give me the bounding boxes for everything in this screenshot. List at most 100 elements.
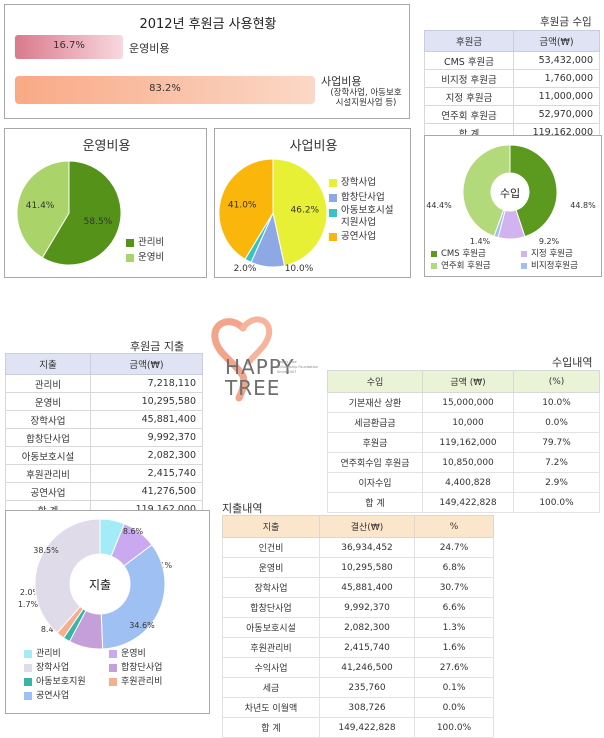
usage-title: 2012년 후원금 사용현황 <box>139 17 277 32</box>
legend-label: 장학사업 <box>341 177 376 188</box>
donut-hole <box>491 173 529 211</box>
table-cell: 45,881,400 <box>319 577 415 598</box>
expense-donut-panel: 6.1%8.6%34.6%8.4%1.7%2.0%38.5%지출 관리비 운영비… <box>5 510 210 714</box>
project-pie-chart: 46.2% 10.0% 2.0% 41.0% <box>218 158 328 274</box>
slice-value-label: 8.4% <box>41 625 62 634</box>
table-row: 연주회 후원금 52,970,000 <box>424 105 600 124</box>
pie-slice <box>218 158 274 260</box>
legend-item: CMS 후원금 <box>431 248 521 260</box>
expense-detail-col-header: % <box>414 515 494 538</box>
legend-item: 장학사업 <box>24 661 109 675</box>
legend-item: 합창단사업 <box>109 661 162 675</box>
expense-detail-col-header: 지출 <box>222 515 320 538</box>
income-col-header: 금액(₩) <box>513 30 600 52</box>
table-cell: 11,000,000 <box>513 87 600 106</box>
slice-value-label: 2.0% <box>20 588 41 597</box>
slice-value-label: 9.2% <box>539 237 560 246</box>
expense-col-header: 지출 <box>5 353 91 375</box>
income-donut-panel: 44.8% 9.2% 1.4% 44.4% 수입 CMS 후원금 지정 후원금 연주회 … <box>424 135 602 277</box>
donut-center-label: 지출 <box>89 578 111 592</box>
table-cell: 308,726 <box>319 697 415 718</box>
legend-label: CMS 후원금 <box>441 249 486 259</box>
table-cell: 119,162,000 <box>422 432 514 453</box>
table-cell: 15,000,000 <box>422 392 514 413</box>
legend-label: 운영비 <box>138 252 165 263</box>
table-row: 운영비 10,295,580 6.8% <box>222 557 494 578</box>
table-cell: CMS 후원금 <box>424 51 514 70</box>
legend-label: 관리비 <box>138 237 165 248</box>
slice-value-label: 10.0% <box>285 264 314 274</box>
table-cell: 10,000 <box>422 412 514 433</box>
table-cell: 운영비 <box>5 392 91 411</box>
operating-pie-chart: 58.5% 41.4% <box>16 160 122 266</box>
project-bar-label: 사업비용 <box>321 75 362 88</box>
logo-text: HAPPY <box>225 355 295 379</box>
legend-item: 운영비 <box>109 647 146 661</box>
pie-slice <box>41 160 122 266</box>
revenue-detail-table: 수입 금액 (₩) (%) 기본재산 상환 15,000,000 10.0% 세금환급… <box>327 370 600 513</box>
table-cell: 장학사업 <box>222 577 320 598</box>
table-cell: 합 계 <box>327 492 423 513</box>
slice-value-label: 44.8% <box>570 201 596 210</box>
legend-label: 합창단사업 <box>341 192 385 203</box>
legend-item: 비지정후원금 <box>521 260 578 272</box>
legend-row: 아동보호지원 후원관리비 <box>24 675 210 689</box>
legend-label: 지정 후원금 <box>531 249 573 259</box>
table-row: 지정 후원금 11,000,000 <box>424 87 600 106</box>
income-table-title: 후원금 수입 <box>540 16 592 28</box>
legend-label: 운영비 <box>121 649 146 659</box>
table-row: 연주회수입 후원금 10,850,000 7.2% <box>327 452 600 473</box>
logo-text: TREE <box>224 376 280 400</box>
legend-row: 연주회 후원금 비지정후원금 <box>431 260 601 272</box>
expense-detail-table: 지출 결산(₩) % 인건비 36,934,452 24.7% 운영비 10,295,5… <box>222 515 494 738</box>
operating-pie-panel: 운영비용 58.5% 41.4% 관리비 운영비 <box>4 128 207 278</box>
legend-label: 아동보호지원 <box>36 677 86 687</box>
table-cell: 아동보호시설 <box>5 446 91 465</box>
table-row: 장학사업 45,881,400 30.7% <box>222 577 494 598</box>
legend-item: 연주회 후원금 <box>431 260 521 272</box>
slice-value-label: 34.6% <box>129 621 155 630</box>
table-row: 운영비 10,295,580 <box>5 392 203 411</box>
income-donut-chart: 44.8% 9.2% 1.4% 44.4% 수입 <box>426 144 596 246</box>
project-pie-legend: 장학사업 합창단사업 아동보호시설 지원사업 공연사업 <box>329 175 393 244</box>
table-cell: 장학사업 <box>5 410 91 429</box>
table-cell: 9,992,370 <box>90 428 203 447</box>
table-cell: 0.0% <box>513 412 600 433</box>
pie-slice <box>272 158 328 267</box>
table-row: 비지정 후원금 1,760,000 <box>424 69 600 88</box>
legend-label: 후원관리비 <box>121 677 163 687</box>
table-cell: 관리비 <box>5 374 91 393</box>
expense-table-title: 후원금 지출 <box>130 340 185 353</box>
table-cell: 24.7% <box>414 537 494 558</box>
pie-slice <box>16 160 70 259</box>
project-pie-panel: 사업비용 46.2% 10.0% 2.0% 41.0% 장학사업 합창단사업 아동보호… <box>214 128 411 278</box>
legend-label: 비지정후원금 <box>531 261 578 271</box>
slice-value-label: 58.5% <box>84 217 113 227</box>
table-cell: 인건비 <box>222 537 320 558</box>
legend-item: 지정 후원금 <box>521 248 573 260</box>
income-col-header: 후원금 <box>424 30 514 52</box>
table-cell: 2,082,300 <box>319 617 415 638</box>
table-cell: 1.6% <box>414 637 494 658</box>
table-cell: 합창단사업 <box>5 428 91 447</box>
legend-label: 공연사업 <box>36 691 70 701</box>
table-cell: 비지정 후원금 <box>424 69 514 88</box>
revenue-col-header: 수입 <box>327 370 423 393</box>
slice-value-label: 38.5% <box>33 546 59 555</box>
legend-item: 장학사업 <box>329 175 393 190</box>
legend-item: 공연사업 <box>24 689 69 703</box>
table-row: 차년도 이월액 308,726 0.0% <box>222 697 494 718</box>
table-row: 후원관리비 2,415,740 1.6% <box>222 637 494 658</box>
table-cell: 235,760 <box>319 677 415 698</box>
table-cell: 7,218,110 <box>90 374 203 393</box>
table-row: 후원관리비 2,415,740 <box>5 464 203 483</box>
legend-item: 관리비 <box>24 647 109 661</box>
table-cell: 기본재산 상환 <box>327 392 423 413</box>
table-cell: 36,934,452 <box>319 537 415 558</box>
table-cell: 2,415,740 <box>319 637 415 658</box>
table-cell: 지정 후원금 <box>424 87 514 106</box>
slice-value-label: 44.4% <box>426 201 452 210</box>
expense-detail-col-header: 결산(₩) <box>319 515 415 538</box>
revenue-col-header: (%) <box>513 370 600 393</box>
table-cell: 149,422,828 <box>319 717 415 738</box>
